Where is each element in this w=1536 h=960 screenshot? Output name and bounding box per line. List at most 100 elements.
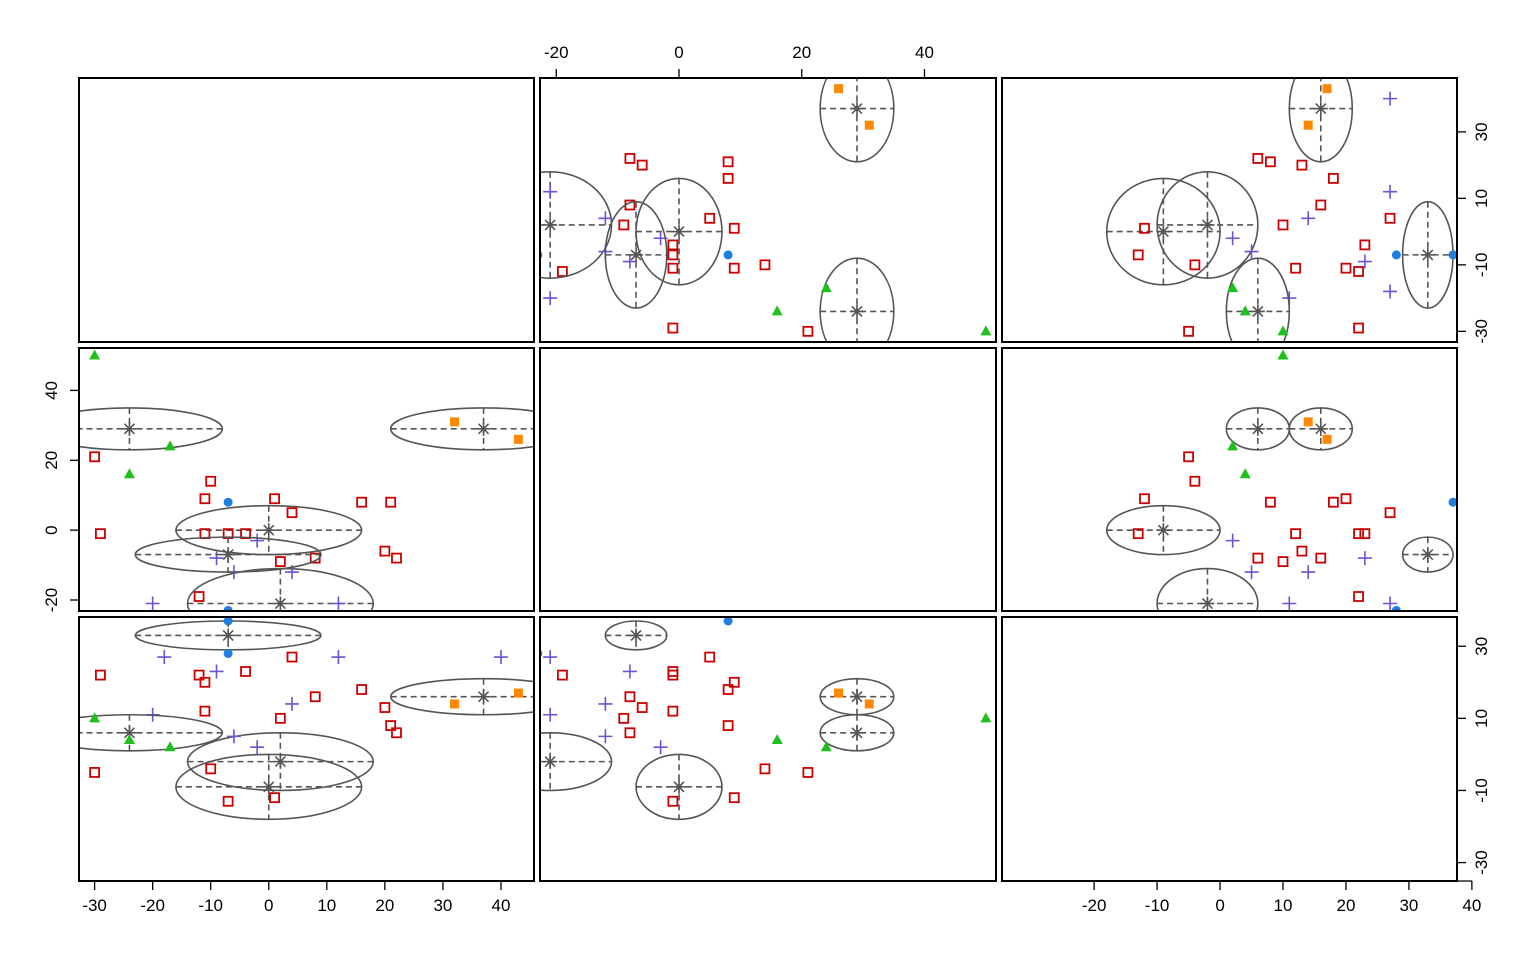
data-point-A xyxy=(1139,222,1150,234)
cluster-center-marker xyxy=(672,779,687,794)
tick-label: 30 xyxy=(1472,637,1491,656)
data-point-A xyxy=(286,651,298,663)
data-point-A xyxy=(802,767,814,778)
tick-label: 0 xyxy=(674,43,683,62)
tick-label: 20 xyxy=(42,451,61,470)
cluster-center-marker xyxy=(476,421,491,436)
data-point-A xyxy=(1384,507,1396,519)
cluster-center-marker xyxy=(1420,547,1435,562)
data-point-A xyxy=(1277,219,1289,231)
data-point-E xyxy=(1322,84,1332,94)
cluster-center-marker xyxy=(1250,421,1265,436)
data-point-B xyxy=(1383,184,1398,199)
data-point-A xyxy=(759,763,771,775)
data-point-B xyxy=(598,696,613,711)
data-point-A xyxy=(1353,528,1364,540)
panel-frame xyxy=(1001,616,1458,882)
tick-label: -30 xyxy=(1472,850,1491,875)
tick-label: -20 xyxy=(42,588,61,613)
cluster-center-marker xyxy=(1156,224,1171,239)
tick-label: 30 xyxy=(1472,122,1491,141)
data-point-A xyxy=(1353,322,1364,334)
data-point-A xyxy=(1340,262,1352,274)
data-point-A xyxy=(1183,451,1194,463)
data-point-B xyxy=(543,184,558,199)
cluster-center-marker xyxy=(849,689,864,704)
data-point-C xyxy=(541,251,543,259)
data-point-B xyxy=(1383,596,1398,610)
data-point-B xyxy=(543,650,558,665)
cluster-center-marker xyxy=(273,754,288,769)
panel-frame xyxy=(1001,347,1458,612)
data-point-A xyxy=(1296,545,1308,557)
data-point-A xyxy=(1132,249,1144,261)
data-point-A xyxy=(704,651,716,663)
data-point-A xyxy=(1290,262,1302,274)
cluster-center-marker xyxy=(1200,596,1215,610)
axis-right: 30 10 -10 -30 xyxy=(1456,637,1491,875)
cluster-center-marker xyxy=(672,224,687,239)
data-point-D xyxy=(1239,305,1251,316)
data-point-B xyxy=(1282,596,1297,610)
data-point-A xyxy=(667,239,679,251)
data-point-B xyxy=(653,740,668,755)
tick-label: 10 xyxy=(1274,896,1293,915)
data-point-A xyxy=(667,249,679,261)
cluster-center-marker xyxy=(1200,217,1215,232)
data-point-A xyxy=(1327,173,1339,184)
data-point-A xyxy=(95,669,106,681)
data-point-C xyxy=(223,648,233,658)
data-point-A xyxy=(199,676,211,688)
data-point-D xyxy=(1239,468,1251,479)
data-point-C xyxy=(223,618,233,626)
data-point-A xyxy=(356,496,368,508)
cluster-center-marker xyxy=(849,304,864,319)
data-point-A xyxy=(728,222,740,234)
data-point-B xyxy=(493,650,508,665)
tick-label: 0 xyxy=(1215,896,1224,915)
axis-bottom: -30 -20 -10 0 10 20 30 40 xyxy=(82,880,510,915)
cluster-center-marker xyxy=(261,523,276,538)
cluster-center-marker xyxy=(849,725,864,740)
data-point-A xyxy=(1315,552,1327,564)
data-point-B xyxy=(506,284,520,298)
data-point-D xyxy=(89,712,101,723)
data-point-E xyxy=(450,417,460,427)
data-point-B xyxy=(598,211,613,226)
cluster-center-marker xyxy=(629,628,644,643)
data-point-A xyxy=(1359,239,1371,251)
data-point-A xyxy=(667,666,679,677)
data-point-C xyxy=(541,650,543,657)
tick-label: 10 xyxy=(1472,189,1491,208)
axis-right: 30 10 -10 -30 xyxy=(1456,122,1491,344)
data-point-B xyxy=(506,650,520,664)
data-point-A xyxy=(1290,528,1302,540)
tick-label: 30 xyxy=(1399,896,1418,915)
panel-v3-vs-v2 xyxy=(506,618,992,821)
data-point-A xyxy=(1183,325,1194,337)
data-point-B xyxy=(1383,617,1397,631)
data-point-A xyxy=(199,493,211,505)
data-point-A xyxy=(618,219,630,231)
data-point-A xyxy=(667,322,679,334)
data-point-C xyxy=(1448,250,1456,260)
data-point-A xyxy=(274,712,286,724)
data-point-A xyxy=(1189,259,1201,271)
data-point-A xyxy=(309,691,321,703)
data-point-D xyxy=(820,741,832,752)
data-point-A xyxy=(667,795,679,807)
data-point-B xyxy=(1244,244,1259,259)
data-point-C xyxy=(1391,250,1401,260)
data-point-A xyxy=(1265,156,1276,168)
data-point-B xyxy=(543,291,558,306)
data-point-D xyxy=(1277,325,1289,336)
tick-label: 30 xyxy=(433,896,452,915)
data-point-C xyxy=(223,497,233,507)
tick-label: 10 xyxy=(1472,709,1491,728)
cluster-center-marker xyxy=(1313,101,1328,116)
data-point-A xyxy=(728,676,740,688)
data-point-A xyxy=(1252,552,1264,564)
data-point-A xyxy=(1359,528,1371,540)
panel-frame xyxy=(78,347,535,612)
